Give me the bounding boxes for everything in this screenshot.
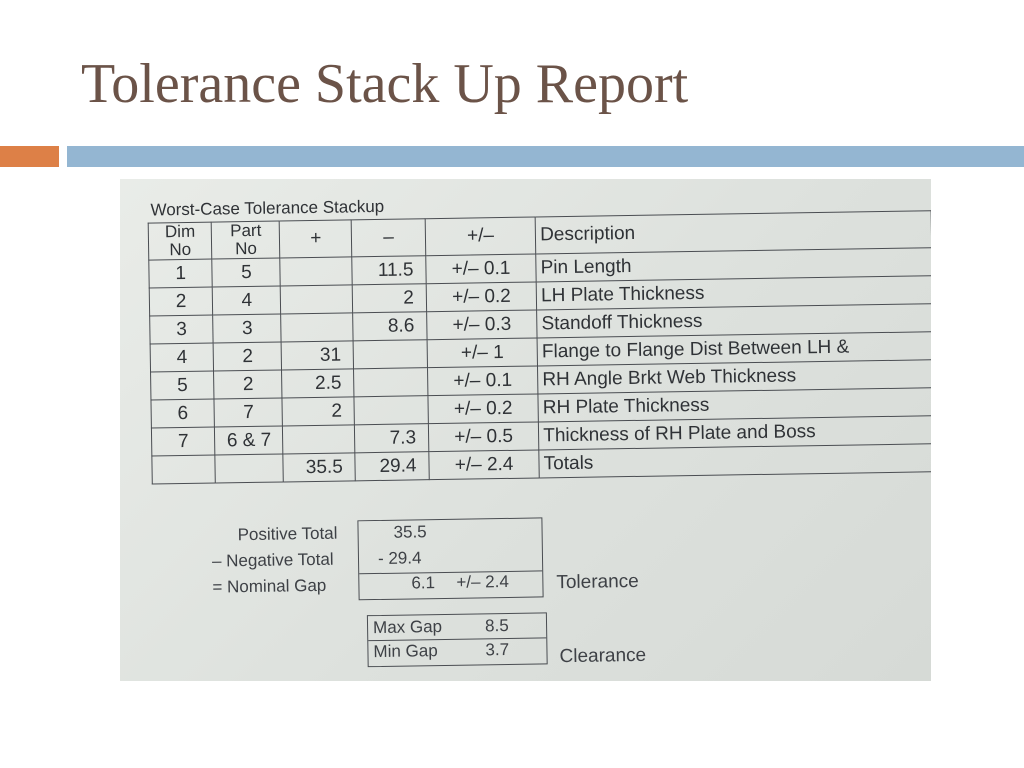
cell-part: 5	[212, 257, 281, 288]
title-underline-bar	[67, 146, 1024, 167]
cell-tolerance: +/– 0.2	[426, 281, 537, 312]
cell-plus	[280, 284, 353, 314]
cell-dim: 7	[151, 427, 216, 457]
header-plus: +	[279, 219, 353, 258]
cell-part: 4	[212, 285, 282, 316]
nominal-gap-value: 6.1	[411, 573, 436, 593]
nominal-gap-label: = Nominal Gap	[212, 575, 327, 597]
negative-total-label: – Negative Total	[211, 549, 334, 571]
total-label: Totals	[538, 443, 931, 478]
cell-minus: 11.5	[352, 255, 427, 285]
clearance-label: Clearance	[559, 644, 647, 668]
header-dim-no: Dim No	[148, 222, 213, 261]
header-part-no: Part No	[211, 221, 281, 260]
cell-dim: 3	[149, 315, 214, 345]
positive-total-label: Positive Total	[237, 523, 338, 545]
cell-part: 2	[213, 341, 282, 372]
cell-plus: 2.5	[281, 368, 355, 398]
header-tolerance: +/–	[425, 216, 536, 256]
tolerance-label: Tolerance	[556, 570, 639, 594]
cell-minus: 8.6	[352, 311, 428, 341]
cell-part: 6 & 7	[214, 425, 284, 456]
cell-plus: 31	[281, 340, 354, 370]
cell-dim: 5	[150, 371, 215, 401]
cell-tolerance: +/– 0.5	[428, 421, 539, 452]
positive-total-value: 35.5	[393, 522, 427, 542]
cell-minus	[354, 395, 429, 425]
cell-dim: 4	[150, 343, 214, 373]
cell-plus	[280, 256, 353, 286]
header-description: Description	[535, 210, 931, 254]
cell-minus	[353, 339, 428, 369]
max-gap-label: Max Gap	[372, 616, 443, 638]
negative-total-value: - 29.4	[377, 548, 422, 568]
cell-tolerance: +/– 0.3	[426, 309, 538, 340]
cell-minus: 7.3	[354, 423, 429, 453]
cell-plus: 2	[282, 396, 355, 426]
cell-tolerance: +/– 1	[427, 337, 538, 368]
stackup-table: Dim No Part No + – +/– Description 1 5 11.…	[148, 210, 931, 485]
cell-plus	[281, 312, 354, 342]
worksheet-title: Worst-Case Tolerance Stackup	[150, 196, 385, 220]
cell-part-empty	[215, 453, 284, 484]
slide-title: Tolerance Stack Up Report	[81, 53, 689, 115]
cell-part: 7	[214, 397, 283, 428]
cell-part: 2	[213, 369, 283, 400]
total-tolerance: +/– 2.4	[428, 449, 540, 480]
max-gap-value: 8.5	[484, 615, 509, 636]
header-minus: –	[351, 218, 426, 257]
cell-tolerance: +/– 0.1	[427, 365, 539, 396]
cell-tolerance: +/– 0.2	[427, 393, 539, 424]
gap-divider	[368, 637, 547, 642]
cell-dim: 1	[148, 259, 213, 289]
worksheet-photo: Worst-Case Tolerance Stackup Dim No Part N…	[120, 179, 931, 681]
nominal-gap-tolerance: +/– 2.4	[456, 571, 509, 592]
cell-dim: 6	[150, 399, 215, 429]
min-gap-value: 3.7	[485, 639, 510, 660]
min-gap-label: Min Gap	[373, 641, 438, 662]
cell-plus	[282, 424, 356, 454]
cell-tolerance: +/– 0.1	[425, 253, 537, 284]
cell-dim-empty	[151, 455, 216, 485]
total-minus: 29.4	[355, 451, 430, 481]
worksheet-sheet: Worst-Case Tolerance Stackup Dim No Part N…	[120, 179, 931, 681]
cell-minus	[353, 367, 428, 397]
cell-part: 3	[213, 313, 282, 344]
cell-minus: 2	[352, 283, 427, 313]
total-plus: 35.5	[283, 452, 356, 482]
cell-dim: 2	[149, 287, 214, 317]
accent-bar	[0, 146, 59, 167]
summary-divider	[359, 570, 543, 575]
